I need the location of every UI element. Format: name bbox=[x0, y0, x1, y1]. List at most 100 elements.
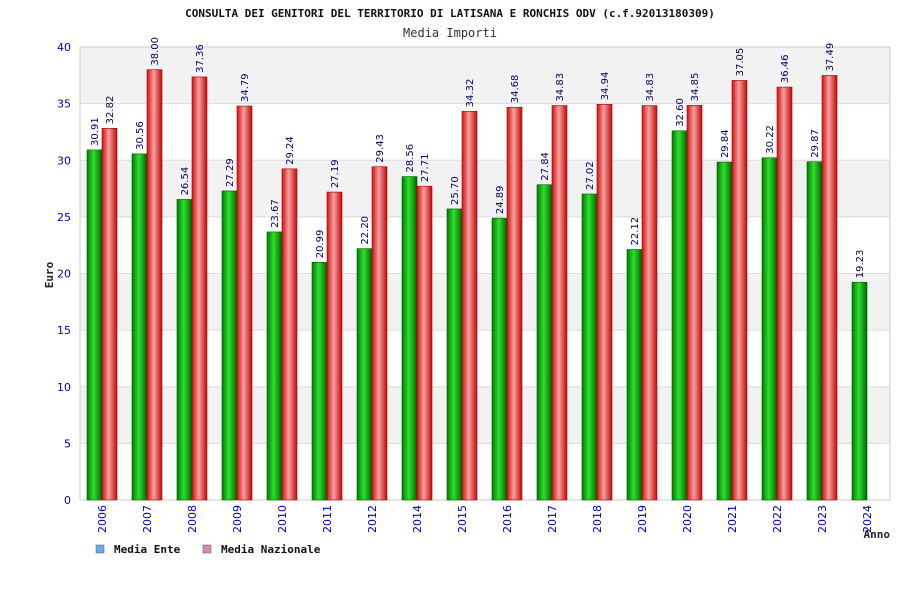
data-label: 32.60 bbox=[675, 98, 686, 127]
bar-media-ente bbox=[536, 184, 553, 501]
data-label: 22.20 bbox=[360, 216, 371, 245]
bar-media-nazionale bbox=[551, 105, 568, 501]
x-tick-label: 2010 bbox=[276, 505, 289, 533]
y-tick-label: 30 bbox=[57, 154, 71, 167]
bar-media-nazionale bbox=[191, 76, 208, 501]
legend: Media Ente Media Nazionale bbox=[95, 543, 321, 556]
bar-media-ente bbox=[176, 199, 193, 501]
bar-media-nazionale bbox=[641, 105, 658, 501]
bar-media-nazionale bbox=[821, 75, 838, 501]
data-label: 27.02 bbox=[585, 161, 596, 190]
x-tick-label: 2015 bbox=[456, 505, 469, 533]
grid-band bbox=[80, 47, 890, 104]
data-label: 27.29 bbox=[225, 158, 236, 187]
chart-subtitle: Media Importi bbox=[403, 26, 497, 40]
grid-band bbox=[80, 103, 890, 161]
bar-media-ente bbox=[356, 248, 373, 501]
y-tick-label: 5 bbox=[64, 437, 71, 450]
data-label: 37.49 bbox=[825, 43, 836, 72]
x-tick-label: 2024 bbox=[861, 505, 874, 533]
x-tick-label: 2021 bbox=[726, 505, 739, 533]
y-tick-label: 0 bbox=[64, 494, 71, 507]
data-label: 34.83 bbox=[645, 73, 656, 102]
bar-media-ente bbox=[131, 153, 148, 501]
plot-area: 0 5 10 15 20 25 30 35 40 30.91 32.82 2006 30.56 38.00… bbox=[57, 37, 891, 533]
grid-band bbox=[80, 273, 890, 331]
grid-band bbox=[80, 216, 890, 274]
x-tick-label: 2009 bbox=[231, 505, 244, 533]
bar-media-ente bbox=[221, 190, 238, 501]
bar-media-nazionale bbox=[146, 69, 163, 501]
bar-media-ente bbox=[491, 217, 508, 501]
grid-band bbox=[80, 386, 890, 444]
data-label: 32.82 bbox=[105, 96, 116, 125]
plot-frame bbox=[79, 46, 891, 501]
bar-media-ente bbox=[86, 149, 103, 501]
bar-media-ente bbox=[761, 157, 778, 501]
bar-media-ente bbox=[266, 231, 283, 501]
x-tick-label: 2017 bbox=[546, 505, 559, 533]
x-axis-title: Anno bbox=[864, 528, 891, 541]
y-axis-title: Euro bbox=[43, 261, 56, 288]
data-label: 38.00 bbox=[150, 37, 161, 66]
data-label: 37.36 bbox=[195, 44, 206, 73]
x-tick-label: 2019 bbox=[636, 505, 649, 533]
x-tick-label: 2022 bbox=[771, 505, 784, 533]
data-label: 27.84 bbox=[540, 152, 551, 181]
bar-media-ente bbox=[626, 249, 643, 501]
bar-media-nazionale bbox=[101, 128, 118, 501]
data-label: 34.79 bbox=[240, 73, 251, 102]
data-label: 29.84 bbox=[720, 129, 731, 158]
bar-media-ente bbox=[311, 261, 328, 501]
data-label: 26.54 bbox=[180, 167, 191, 196]
bar-media-ente bbox=[806, 161, 823, 501]
data-label: 23.67 bbox=[270, 199, 281, 228]
legend-label-media-nazionale: Media Nazionale bbox=[221, 543, 321, 556]
data-label: 34.94 bbox=[600, 72, 611, 101]
bar-media-ente bbox=[716, 161, 733, 501]
x-tick-label: 2012 bbox=[366, 505, 379, 533]
data-label: 34.85 bbox=[690, 73, 701, 102]
data-label: 27.19 bbox=[330, 159, 341, 188]
x-tick-label: 2014 bbox=[411, 505, 424, 533]
data-label: 37.05 bbox=[735, 48, 746, 77]
data-label: 34.68 bbox=[510, 75, 521, 104]
data-label: 29.87 bbox=[810, 129, 821, 158]
y-tick-label: 10 bbox=[57, 381, 71, 394]
x-tick-label: 2023 bbox=[816, 505, 829, 533]
data-label: 30.56 bbox=[135, 121, 146, 150]
bar-media-nazionale bbox=[506, 106, 523, 501]
bar-media-nazionale bbox=[461, 111, 478, 501]
bar-media-nazionale bbox=[686, 105, 703, 501]
bar-media-nazionale bbox=[236, 105, 253, 501]
bar-media-ente bbox=[851, 281, 868, 501]
data-label: 30.91 bbox=[90, 117, 101, 146]
data-label: 36.46 bbox=[780, 54, 791, 83]
data-label: 34.32 bbox=[465, 79, 476, 108]
grid-band bbox=[80, 443, 890, 500]
bar-media-ente bbox=[401, 176, 418, 501]
legend-label-media-ente: Media Ente bbox=[114, 543, 181, 556]
x-tick-label: 2006 bbox=[96, 505, 109, 533]
data-label: 30.22 bbox=[765, 125, 776, 154]
bar-media-nazionale bbox=[281, 168, 298, 501]
bar-media-nazionale bbox=[776, 86, 793, 501]
y-tick-label: 25 bbox=[57, 211, 71, 224]
data-label: 22.12 bbox=[630, 217, 641, 246]
chart-title: CONSULTA DEI GENITORI DEL TERRITORIO DI … bbox=[185, 7, 715, 20]
bar-media-nazionale bbox=[371, 166, 388, 501]
data-label: 28.56 bbox=[405, 144, 416, 173]
data-label: 19.23 bbox=[855, 250, 866, 279]
data-label: 27.71 bbox=[420, 154, 431, 183]
x-tick-label: 2018 bbox=[591, 505, 604, 533]
data-label: 20.99 bbox=[315, 230, 326, 259]
data-label: 25.70 bbox=[450, 176, 461, 205]
x-tick-label: 2008 bbox=[186, 505, 199, 533]
data-label: 34.83 bbox=[555, 73, 566, 102]
bar-media-ente bbox=[581, 193, 598, 501]
y-tick-label: 35 bbox=[57, 98, 71, 111]
bar-media-ente bbox=[671, 130, 688, 501]
data-label: 24.89 bbox=[495, 185, 506, 214]
bar-media-nazionale bbox=[596, 104, 613, 501]
